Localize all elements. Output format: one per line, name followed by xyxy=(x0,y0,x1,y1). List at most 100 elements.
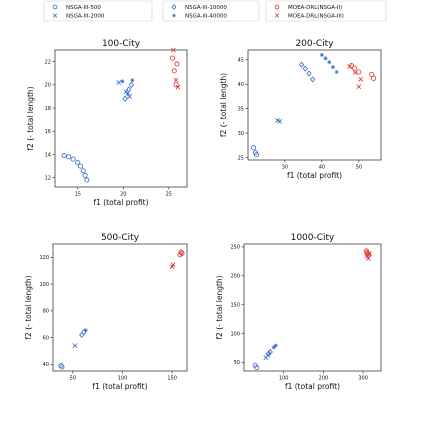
data-point xyxy=(367,251,372,257)
y-tick-label: 50 xyxy=(234,360,240,366)
data-point xyxy=(173,82,179,88)
x-axis-label: f1 (total profit) xyxy=(93,198,148,207)
legend-marker-1 xyxy=(52,4,58,10)
data-point xyxy=(319,52,324,57)
plot-frame xyxy=(54,49,188,188)
x-tick-label: 300 xyxy=(358,376,368,382)
data-point xyxy=(327,60,332,65)
y-tick-label: 100 xyxy=(39,282,49,288)
y-tick-label: 35 xyxy=(238,106,244,112)
data-point xyxy=(310,76,316,83)
data-point xyxy=(173,77,179,83)
chart-panels: 100-City 15 20 25 12 14 16 18 20 22 f1 (total prof… xyxy=(24,39,382,391)
data-point xyxy=(66,154,72,160)
data-point xyxy=(169,55,175,61)
data-point xyxy=(79,331,85,339)
legend-label-2: NSGA-III-2000 xyxy=(66,14,105,20)
x-tick-label: 50 xyxy=(356,165,362,171)
data-point xyxy=(125,92,130,97)
data-point xyxy=(116,80,122,85)
data-point xyxy=(253,152,259,158)
y-tick-label: 80 xyxy=(43,309,49,315)
data-point xyxy=(128,81,135,88)
y-tick-label: 60 xyxy=(43,335,49,341)
y-tick-label: 22 xyxy=(45,59,51,65)
x-axis-label: f1 (total profit) xyxy=(285,382,340,391)
data-point xyxy=(265,350,272,357)
data-point xyxy=(58,363,64,369)
legend: NSGA-III-500 NSGA-III-2000 NSGA-III-10000 N… xyxy=(43,0,387,22)
data-point xyxy=(277,118,283,124)
y-tick-label: 14 xyxy=(45,152,51,158)
data-point xyxy=(75,160,81,166)
legend-label-4: NSGA-III-40000 xyxy=(185,14,227,20)
y-tick-label: 20 xyxy=(45,83,51,89)
data-point xyxy=(365,256,371,261)
y-tick-label: 16 xyxy=(45,129,51,135)
y-tick-label: 150 xyxy=(230,302,240,308)
data-point xyxy=(70,156,76,162)
x-axis-label: f1 (total profit) xyxy=(92,382,147,391)
legend-marker-4 xyxy=(172,13,176,18)
y-tick-label: 120 xyxy=(39,255,49,261)
y-axis-label: f2 (- total length) xyxy=(26,86,35,150)
y-tick-label: 45 xyxy=(238,58,244,64)
data-point xyxy=(254,365,260,371)
data-point xyxy=(298,61,305,68)
plot-frame xyxy=(243,243,382,372)
data-point xyxy=(267,348,273,356)
data-point xyxy=(273,343,278,348)
data-point xyxy=(83,328,88,333)
data-point xyxy=(356,84,362,90)
x-tick-label: 100 xyxy=(118,376,128,382)
x-tick-label: 150 xyxy=(167,376,177,382)
x-tick-label: 200 xyxy=(319,376,329,382)
plot-frame xyxy=(52,243,188,372)
data-point xyxy=(358,76,364,82)
y-tick-label: 30 xyxy=(238,131,244,137)
data-point xyxy=(170,262,176,268)
data-point xyxy=(81,329,87,336)
x-tick-label: 25 xyxy=(166,192,172,198)
panel-title: 200-City xyxy=(295,39,334,49)
x-tick-label: 20 xyxy=(120,192,126,198)
x-tick-label: 30 xyxy=(282,165,288,171)
legend-label-6: MOEA-DRL(NSGA-III) xyxy=(288,14,344,20)
legend-marker-6 xyxy=(274,13,280,18)
data-point xyxy=(271,345,276,350)
data-point xyxy=(171,68,177,74)
data-point xyxy=(127,94,133,99)
x-tick-label: 100 xyxy=(279,376,289,382)
panel-title: 500-City xyxy=(101,233,140,243)
x-tick-label: 40 xyxy=(319,165,325,171)
data-point xyxy=(61,153,67,159)
panel-2: 200-City 30 40 50 25 30 35 40 45 f1 (total profit… xyxy=(219,39,382,180)
data-point xyxy=(122,95,128,102)
data-point xyxy=(84,177,90,183)
y-axis-label: f2 (- total length) xyxy=(215,275,224,339)
y-axis-label: f2 (- total length) xyxy=(24,275,33,339)
data-point xyxy=(369,71,375,77)
data-point xyxy=(347,64,352,70)
data-point xyxy=(306,70,312,77)
legend-box-3 xyxy=(265,0,387,22)
data-point xyxy=(348,63,354,69)
plot-frame xyxy=(247,49,382,161)
data-point xyxy=(126,86,132,93)
legend-label-3: NSGA-III-10000 xyxy=(185,5,227,11)
legend-label-1: NSGA-III-500 xyxy=(66,5,101,11)
data-point xyxy=(130,78,135,83)
data-point xyxy=(351,65,357,71)
data-point xyxy=(174,61,180,67)
panel-3: 500-City 50 100 150 40 60 80 100 120 f1 (total pr… xyxy=(24,233,188,391)
y-tick-label: 25 xyxy=(238,155,244,161)
x-tick-label: 15 xyxy=(75,192,81,198)
data-point xyxy=(170,47,176,53)
panel-title: 100-City xyxy=(102,39,141,49)
legend-label-5: MOEA-DRL(NSGA-II) xyxy=(288,5,342,11)
data-point xyxy=(330,65,336,70)
data-point xyxy=(356,69,362,75)
data-point xyxy=(77,163,83,169)
y-tick-label: 40 xyxy=(238,82,244,88)
